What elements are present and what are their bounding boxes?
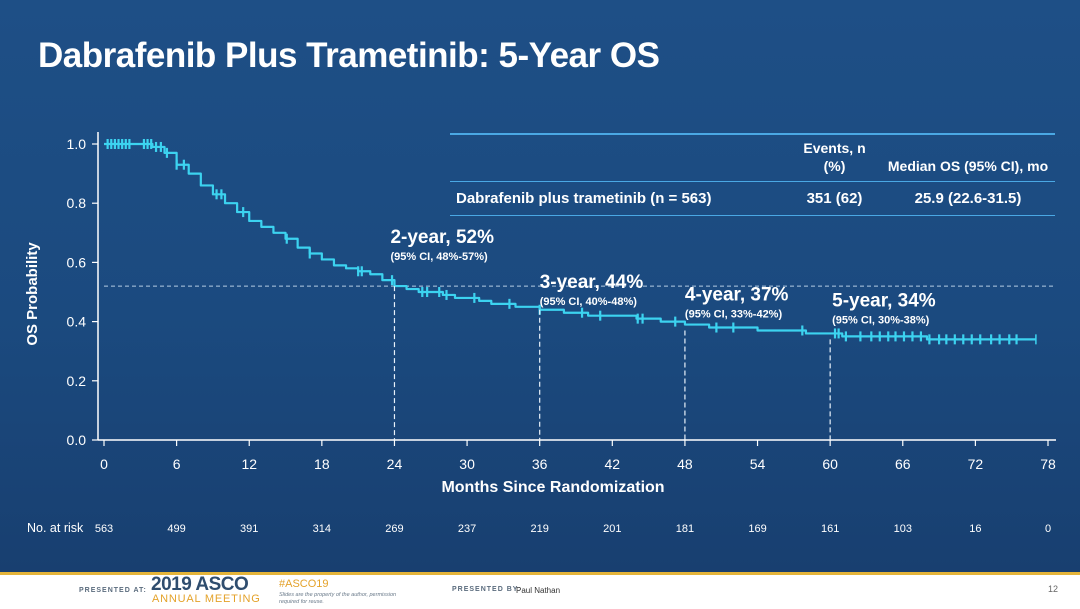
milestone-ci: (95% CI, 48%-57%) — [390, 251, 488, 263]
presenter-name: Paul Nathan — [516, 586, 561, 595]
milestone-label: 5-year, 34% — [832, 290, 936, 311]
milestone-ci: (95% CI, 40%-48%) — [540, 296, 638, 308]
table-cell-median-os: 25.9 (22.6-31.5) — [881, 181, 1055, 217]
x-tick-label: 36 — [532, 456, 548, 472]
presented-by-label: PRESENTED BY: — [452, 586, 522, 593]
x-tick-label: 48 — [677, 456, 693, 472]
conference-subtitle: ANNUAL MEETING — [152, 593, 261, 605]
y-tick-label: 1.0 — [67, 136, 87, 152]
x-tick-label: 18 — [314, 456, 330, 472]
page-number: 12 — [1048, 584, 1059, 594]
table-cell-arm: Dabrafenib plus trametinib (n = 563) — [450, 181, 788, 217]
milestone-ci: (95% CI, 30%-38%) — [832, 314, 930, 326]
at-risk-value: 499 — [167, 523, 186, 535]
at-risk-value: 314 — [312, 523, 332, 535]
x-tick-label: 66 — [895, 456, 911, 472]
conference-logo-text: 2019 ASCO — [151, 574, 249, 595]
slide-title: Dabrafenib Plus Trametinib: 5-Year OS — [38, 36, 660, 75]
x-tick-label: 60 — [822, 456, 838, 472]
at-risk-label: No. at risk — [27, 521, 84, 535]
km-chart: 0.0 0.2 0.4 0.6 0.8 1.0 0 6 12 18 24 30 36 42 48 54 60 66… — [24, 132, 1056, 496]
at-risk-value: 237 — [457, 523, 477, 535]
x-tick-label: 12 — [241, 456, 257, 472]
milestone-label: 3-year, 44% — [540, 272, 644, 293]
y-tick-label: 0.2 — [67, 373, 87, 389]
milestone-label: 4-year, 37% — [685, 284, 789, 305]
survival-curve-line — [104, 142, 1036, 341]
disclaimer: Slides are the property of the author, p… — [279, 592, 397, 605]
milestone-ci: (95% CI, 33%-42%) — [685, 308, 783, 320]
at-risk-value: 219 — [530, 523, 549, 535]
axes: 0.0 0.2 0.4 0.6 0.8 1.0 0 6 12 18 24 30 36 42 48 54 60 66… — [67, 132, 1056, 472]
table-row: Dabrafenib plus trametinib (n = 563) 351… — [450, 181, 1055, 217]
milestone-label: 2-year, 52% — [390, 227, 494, 248]
x-tick-label: 78 — [1040, 456, 1056, 472]
annotations: 2-year, 52% (95% CI, 48%-57%) 3-year, 44% (… — [390, 227, 936, 440]
at-risk-value: 161 — [820, 523, 840, 535]
x-tick-label: 42 — [605, 456, 621, 472]
y-axis-label: OS Probability — [24, 242, 41, 346]
presented-at-label: PRESENTED AT: — [79, 587, 147, 594]
table-cell-events: 351 (62) — [788, 181, 881, 217]
at-risk-value: 181 — [675, 523, 695, 535]
at-risk-value: 563 — [94, 523, 114, 535]
at-risk-value: 169 — [748, 523, 767, 535]
x-tick-label: 24 — [387, 456, 403, 472]
x-tick-label: 72 — [968, 456, 984, 472]
survival-curve-group — [104, 139, 1037, 345]
summary-table: Events, n (%) Median OS (95% CI), mo Dab… — [450, 133, 1055, 217]
y-tick-label: 0.8 — [67, 195, 87, 211]
y-tick-label: 0.6 — [67, 254, 87, 270]
at-risk-value: 201 — [603, 523, 622, 535]
at-risk-value: 103 — [893, 523, 912, 535]
table-header-arm — [450, 133, 788, 182]
table-header-row: Events, n (%) Median OS (95% CI), mo — [450, 133, 1055, 182]
table-header-median-os: Median OS (95% CI), mo — [881, 133, 1055, 182]
at-risk-value: 0 — [1044, 523, 1052, 535]
at-risk-value: 391 — [240, 523, 259, 535]
x-tick-label: 0 — [100, 456, 108, 472]
footer: PRESENTED AT: 2019 ASCO ANNUAL MEETING #… — [0, 572, 1080, 609]
at-risk-value: 16 — [969, 523, 982, 535]
y-tick-label: 0.0 — [67, 432, 87, 448]
hashtag: #ASCO19 — [279, 578, 329, 590]
x-axis-label: Months Since Randomization — [441, 479, 664, 496]
x-tick-label: 54 — [750, 456, 766, 472]
x-tick-label: 6 — [173, 456, 181, 472]
table-header-events: Events, n (%) — [788, 133, 881, 182]
at-risk-value: 269 — [385, 523, 404, 535]
y-tick-label: 0.4 — [67, 314, 87, 330]
x-tick-label: 30 — [459, 456, 475, 472]
